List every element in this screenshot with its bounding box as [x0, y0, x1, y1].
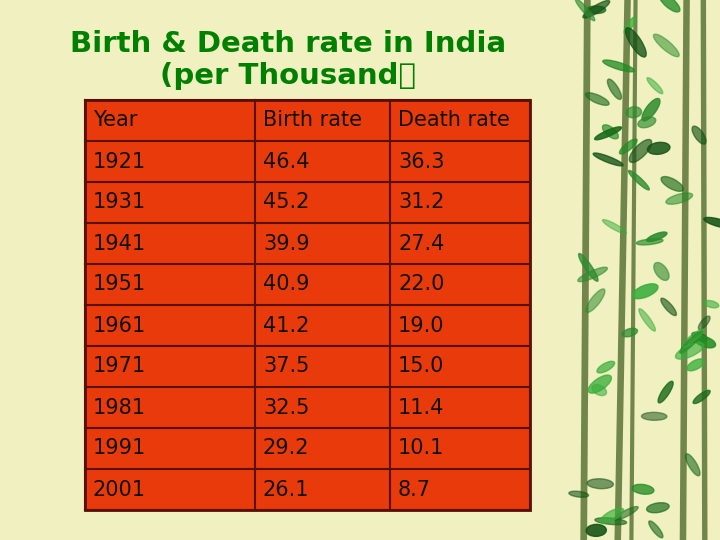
Ellipse shape	[675, 343, 704, 359]
Ellipse shape	[597, 361, 615, 373]
Ellipse shape	[682, 329, 704, 347]
Ellipse shape	[586, 524, 606, 536]
Bar	[85, 100, 530, 510]
Ellipse shape	[638, 117, 656, 128]
Text: 26.1: 26.1	[263, 480, 310, 500]
Text: 1941: 1941	[93, 233, 146, 253]
Ellipse shape	[608, 79, 621, 99]
Ellipse shape	[575, 0, 595, 21]
Ellipse shape	[632, 484, 654, 494]
Text: 40.9: 40.9	[263, 274, 310, 294]
Text: (per Thousand）: (per Thousand）	[160, 62, 416, 90]
Ellipse shape	[626, 28, 647, 57]
Text: 39.9: 39.9	[263, 233, 310, 253]
Ellipse shape	[569, 491, 588, 497]
Text: 1931: 1931	[93, 192, 146, 213]
Ellipse shape	[685, 454, 700, 476]
Text: 19.0: 19.0	[398, 315, 444, 335]
Text: 27.4: 27.4	[398, 233, 444, 253]
Ellipse shape	[595, 518, 626, 525]
Text: 8.7: 8.7	[398, 480, 431, 500]
Text: 32.5: 32.5	[263, 397, 310, 417]
Ellipse shape	[622, 328, 637, 337]
Ellipse shape	[603, 220, 626, 234]
Ellipse shape	[587, 479, 613, 489]
Text: 1921: 1921	[93, 152, 146, 172]
Ellipse shape	[619, 139, 637, 154]
Ellipse shape	[592, 384, 606, 396]
Text: 1951: 1951	[93, 274, 146, 294]
Ellipse shape	[680, 331, 703, 353]
Text: 41.2: 41.2	[263, 315, 310, 335]
Text: 29.2: 29.2	[263, 438, 310, 458]
Ellipse shape	[642, 98, 660, 121]
Ellipse shape	[624, 17, 636, 33]
Text: 1971: 1971	[93, 356, 146, 376]
Ellipse shape	[647, 78, 663, 94]
Text: 31.2: 31.2	[398, 192, 444, 213]
Text: 45.2: 45.2	[263, 192, 310, 213]
Ellipse shape	[588, 375, 611, 393]
Ellipse shape	[692, 126, 706, 144]
Ellipse shape	[600, 508, 624, 523]
Ellipse shape	[593, 153, 623, 166]
Ellipse shape	[647, 503, 669, 513]
Ellipse shape	[614, 507, 638, 520]
Ellipse shape	[603, 60, 634, 72]
Ellipse shape	[647, 232, 667, 241]
Text: Birth rate: Birth rate	[263, 111, 362, 131]
Text: 15.0: 15.0	[398, 356, 444, 376]
Ellipse shape	[647, 143, 670, 154]
Ellipse shape	[660, 0, 680, 12]
Ellipse shape	[695, 336, 716, 348]
Text: 37.5: 37.5	[263, 356, 310, 376]
Ellipse shape	[577, 267, 608, 282]
Ellipse shape	[698, 316, 710, 329]
Ellipse shape	[586, 289, 605, 313]
Ellipse shape	[704, 218, 720, 228]
Text: 10.1: 10.1	[398, 438, 444, 458]
Ellipse shape	[654, 262, 669, 280]
Ellipse shape	[692, 332, 707, 341]
Ellipse shape	[661, 298, 677, 315]
Text: 36.3: 36.3	[398, 152, 444, 172]
Ellipse shape	[704, 300, 719, 308]
Text: 2001: 2001	[93, 480, 146, 500]
Text: 1991: 1991	[93, 438, 146, 458]
Text: Death rate: Death rate	[398, 111, 510, 131]
Ellipse shape	[636, 239, 663, 245]
Ellipse shape	[649, 521, 663, 538]
Ellipse shape	[666, 193, 693, 204]
Ellipse shape	[603, 125, 618, 139]
Text: Birth & Death rate in India: Birth & Death rate in India	[70, 30, 506, 58]
Text: 11.4: 11.4	[398, 397, 444, 417]
Ellipse shape	[654, 34, 679, 57]
Text: 1981: 1981	[93, 397, 146, 417]
Text: 46.4: 46.4	[263, 152, 310, 172]
Ellipse shape	[595, 127, 621, 140]
Ellipse shape	[585, 93, 609, 105]
Ellipse shape	[693, 390, 710, 403]
Ellipse shape	[661, 177, 683, 191]
Ellipse shape	[658, 381, 673, 403]
Ellipse shape	[632, 284, 658, 299]
Text: 1961: 1961	[93, 315, 146, 335]
Ellipse shape	[639, 309, 655, 331]
Ellipse shape	[579, 253, 598, 281]
Ellipse shape	[629, 139, 652, 163]
Ellipse shape	[687, 359, 704, 371]
Ellipse shape	[587, 6, 606, 14]
Ellipse shape	[583, 1, 610, 18]
Text: Year: Year	[93, 111, 138, 131]
Ellipse shape	[626, 107, 642, 118]
Ellipse shape	[629, 171, 649, 190]
Text: 22.0: 22.0	[398, 274, 444, 294]
Ellipse shape	[642, 413, 667, 420]
